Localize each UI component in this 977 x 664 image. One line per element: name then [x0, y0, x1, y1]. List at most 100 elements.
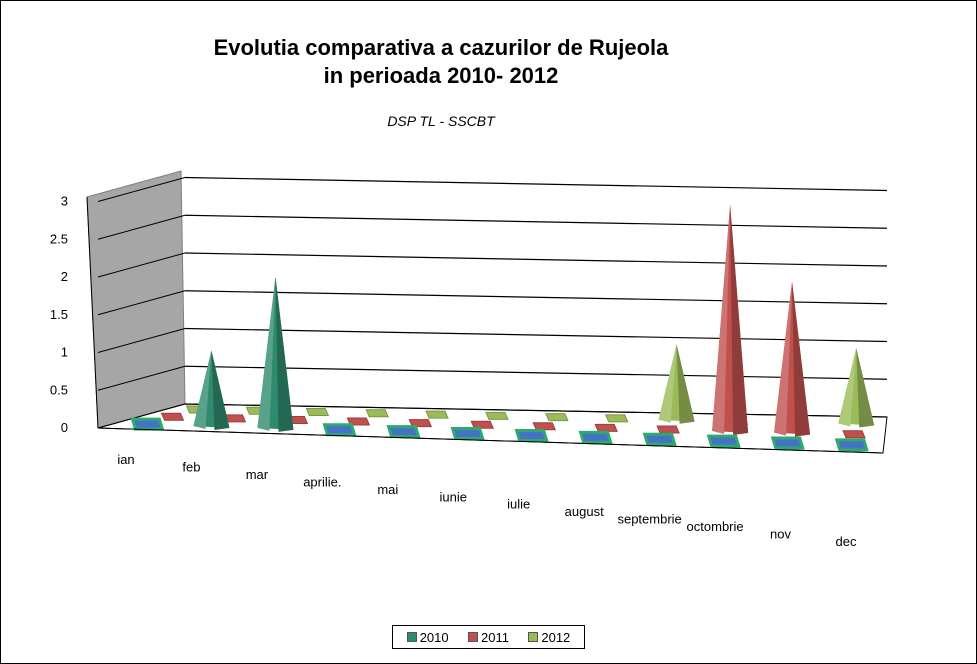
- mark-2011-septembrie: [656, 425, 680, 434]
- gridline-back: [184, 176, 888, 192]
- gridline-back: [184, 403, 888, 418]
- mark-2010-dec: [834, 438, 869, 452]
- cone-highlight: [193, 350, 212, 430]
- mark-2010-iulie: [514, 428, 549, 442]
- mark-2010-feb: [193, 350, 230, 431]
- gridline-side: [97, 214, 186, 240]
- mark-2010-mai: [386, 425, 421, 439]
- mark-2012-septembrie: [658, 344, 695, 424]
- y-axis-ticks: 0 0.5 1 1.5 2 2.5 3: [50, 194, 68, 436]
- zero-marker: [514, 428, 549, 442]
- zero-marker: [770, 436, 805, 450]
- mark-2010-octombrie: [706, 434, 741, 448]
- gridline-back: [184, 327, 888, 343]
- mark-2011-nov: [774, 281, 811, 437]
- mark-2010-nov: [770, 436, 805, 450]
- mark-2012-aprilie.: [365, 409, 389, 418]
- zero-marker: [604, 414, 629, 423]
- mark-2010-august: [578, 430, 613, 444]
- gridline-side: [97, 252, 186, 278]
- gridline-back: [184, 290, 888, 305]
- mark-2011-mai: [408, 419, 433, 428]
- x-tick-label: dec: [836, 534, 857, 549]
- x-axis-line: [97, 427, 884, 454]
- zero-marker: [365, 409, 389, 418]
- x-tick-label: iunie: [440, 489, 467, 504]
- y-tick-label: 2: [61, 269, 68, 284]
- zero-marker: [130, 417, 165, 431]
- x-tick-label: septembrie: [617, 512, 681, 527]
- mark-2011-ian: [160, 412, 185, 421]
- y-tick-label: 0: [61, 420, 68, 435]
- chart-subtitle: DSP TL - SSCBT: [387, 113, 495, 129]
- mark-2011-iunie: [470, 420, 495, 429]
- cone-highlight: [838, 348, 857, 427]
- chart-legend: 2010 2011 2012: [392, 625, 585, 649]
- mark-2012-iulie: [545, 413, 569, 422]
- gridline-side: [97, 403, 186, 429]
- legend-item-2010: 2010: [406, 630, 449, 645]
- zero-marker: [532, 422, 556, 431]
- zero-marker: [305, 408, 330, 417]
- x-tick-label: mar: [246, 467, 269, 482]
- mark-2012-iunie: [485, 411, 509, 420]
- x-tick-label: mai: [377, 482, 398, 497]
- x-tick-label: ian: [117, 452, 134, 467]
- zero-marker: [842, 430, 866, 439]
- mark-2010-ian: [130, 417, 165, 431]
- y-tick-label: 1: [61, 345, 68, 360]
- mark-2012-mar: [305, 408, 330, 417]
- gridline-side: [97, 328, 186, 353]
- gridline-side: [97, 177, 186, 202]
- zero-marker: [594, 423, 618, 432]
- mark-2011-aprilie.: [346, 417, 371, 426]
- gridline-side: [97, 365, 186, 391]
- legend-swatch-2012: [528, 632, 539, 642]
- cone-shade: [676, 344, 695, 424]
- zero-marker: [450, 427, 485, 441]
- mark-2011-dec: [842, 430, 866, 439]
- legend-label-2012: 2012: [541, 629, 571, 645]
- zero-marker: [578, 430, 613, 444]
- mark-2010-aprilie.: [322, 423, 357, 437]
- y-axis-line: [86, 196, 99, 429]
- legend-swatch-2010: [406, 632, 417, 642]
- zero-marker: [834, 438, 869, 452]
- x-tick-label: august: [565, 504, 604, 519]
- gridline-side: [97, 290, 186, 316]
- mark-2010-iunie: [450, 427, 485, 441]
- chart-title: Evolutia comparativa a cazurilor de Ruje…: [151, 34, 731, 90]
- mark-2011-octombrie: [712, 204, 749, 436]
- chart-marks: [97, 204, 884, 454]
- zero-marker: [706, 434, 741, 448]
- y-tick-label: 3: [61, 194, 68, 209]
- cone-shade: [730, 204, 749, 436]
- x-tick-label: iulie: [507, 497, 530, 512]
- chart-title-line2: in perioada 2010- 2012: [323, 63, 559, 88]
- cone-highlight: [712, 204, 731, 435]
- gridline-back: [184, 365, 888, 380]
- y-tick-label: 2.5: [50, 231, 68, 246]
- zero-marker: [160, 412, 185, 421]
- chart-title-line1: Evolutia comparativa a cazurilor de Ruje…: [213, 35, 669, 60]
- zero-marker: [545, 413, 569, 422]
- mark-2012-dec: [838, 348, 875, 428]
- zero-marker: [386, 425, 421, 439]
- cone-shade: [211, 350, 230, 431]
- legend-item-2011: 2011: [468, 630, 509, 645]
- legend-swatch-2011: [468, 632, 478, 642]
- zero-marker: [642, 432, 677, 446]
- mark-2012-mai: [425, 410, 449, 419]
- chart-gridlines: [86, 176, 888, 429]
- mark-2010-mar: [257, 276, 294, 432]
- cone-shade: [856, 348, 875, 428]
- cone-highlight: [658, 344, 677, 423]
- zero-marker: [408, 419, 433, 428]
- mark-2011-august: [594, 423, 618, 432]
- cone-shade: [792, 281, 811, 437]
- y-tick-label: 1.5: [50, 307, 68, 322]
- x-axis-ticks: ian feb mar aprilie. mai iunie iulie august sept…: [117, 452, 857, 549]
- legend-label-2011: 2011: [481, 629, 509, 645]
